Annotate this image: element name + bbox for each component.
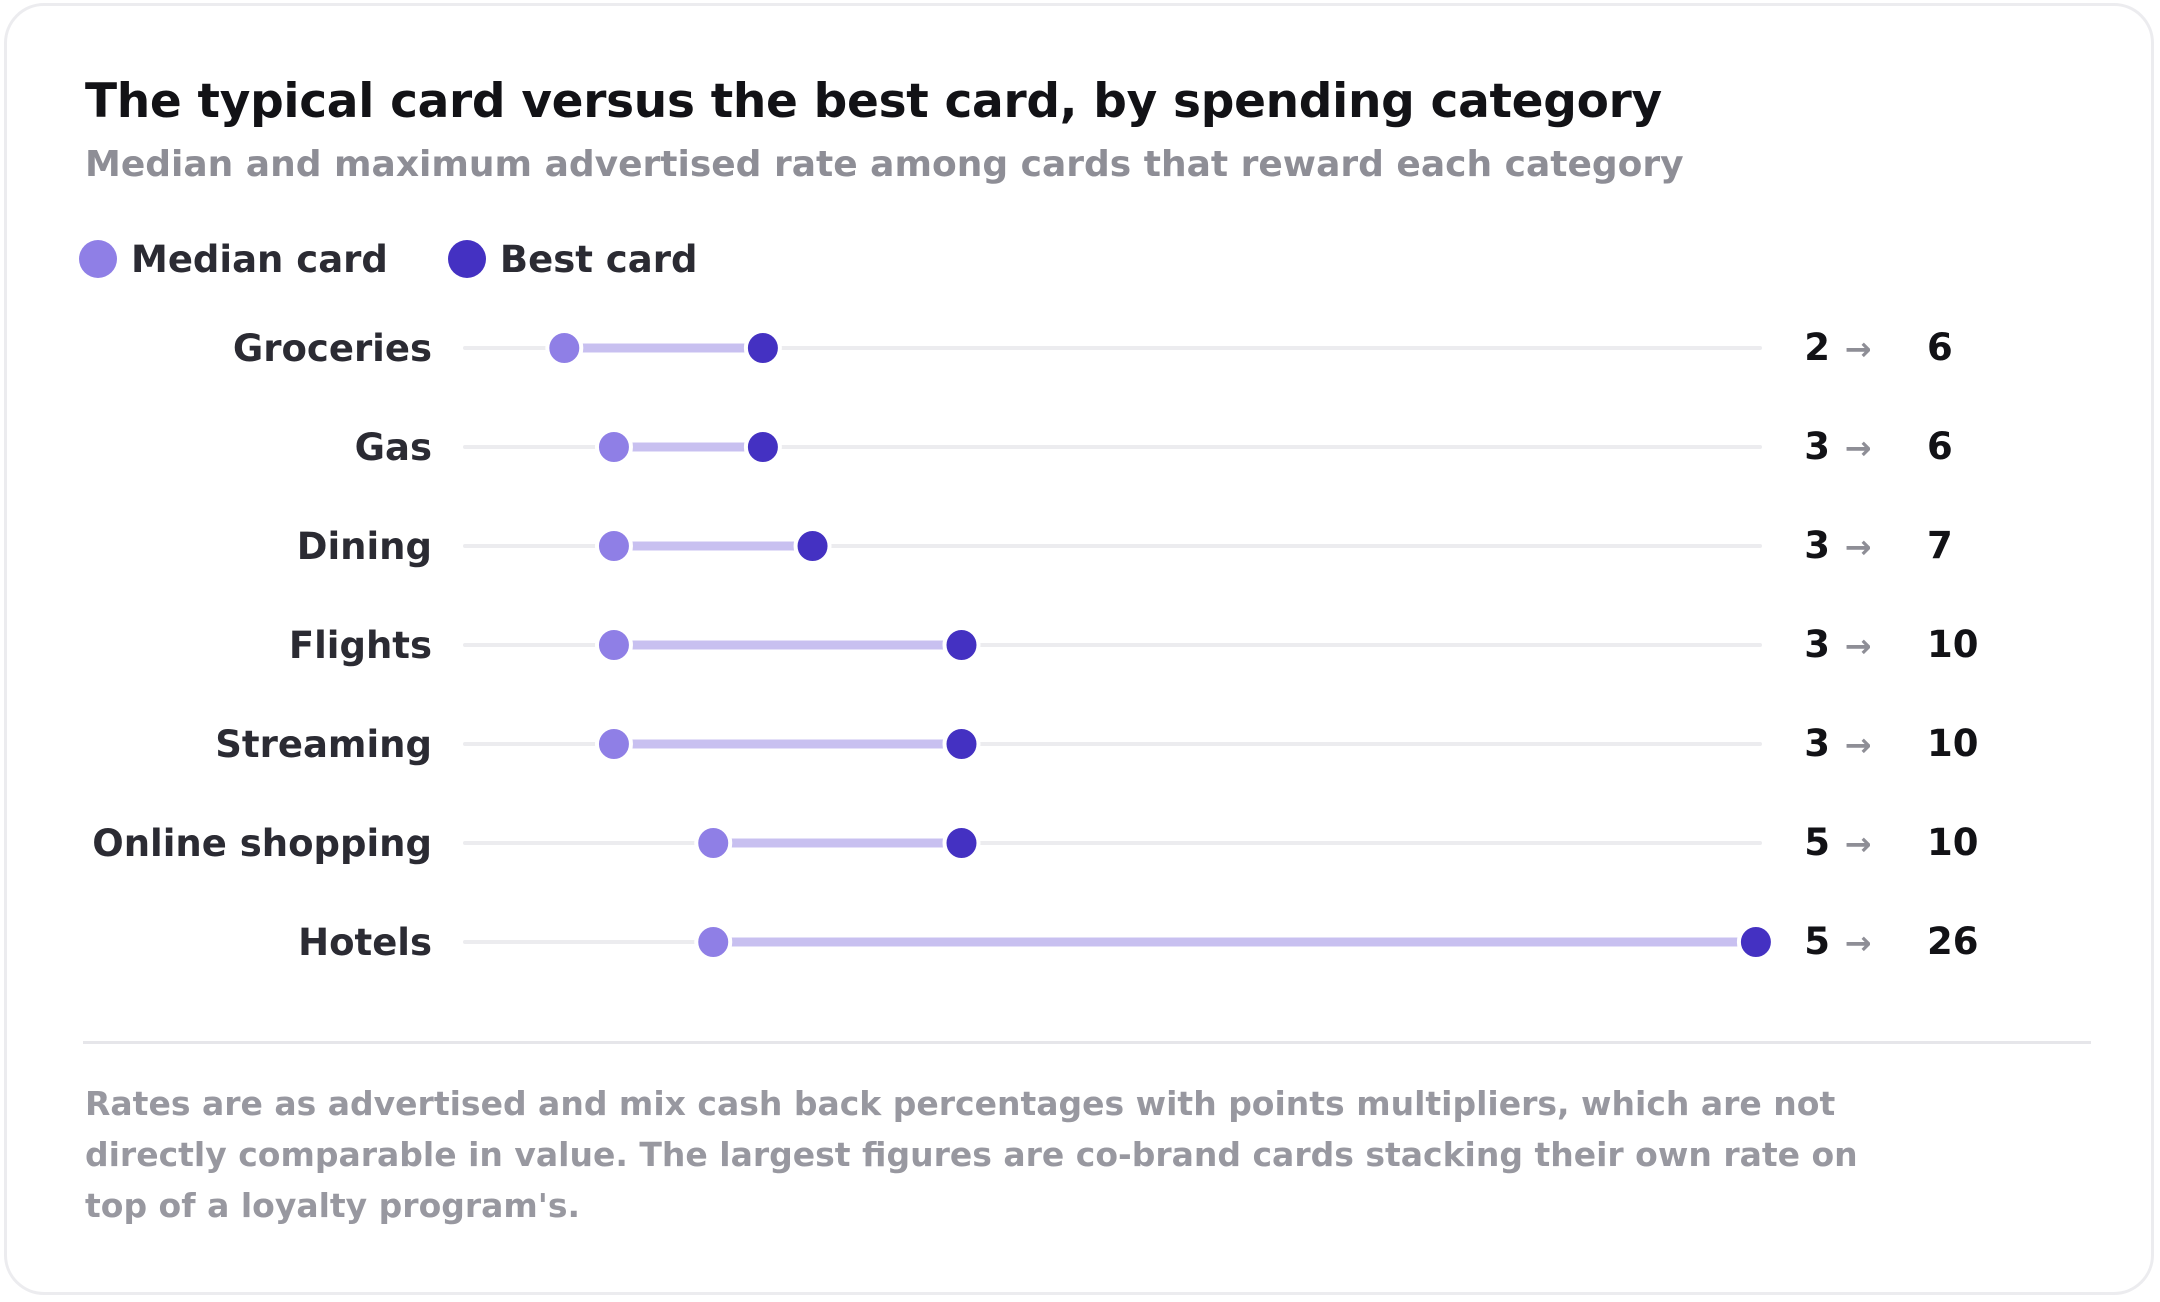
row-hotels: Hotels 5 → 26 <box>298 920 1978 964</box>
arrow-icon: → <box>1845 627 1872 665</box>
median-value-label: 2 <box>1804 326 1830 369</box>
row-streaming: Streaming 3 → 10 <box>215 722 1978 766</box>
best-value-label: 7 <box>1927 524 1953 567</box>
best-value-label: 26 <box>1927 920 1979 963</box>
category-label: Streaming <box>215 723 432 766</box>
best-value-label: 6 <box>1927 425 1953 468</box>
legend-swatch-best <box>447 240 486 278</box>
best-dot <box>942 626 981 664</box>
arrow-icon: → <box>1845 330 1872 368</box>
arrow-icon: → <box>1845 924 1872 962</box>
median-dot <box>594 428 633 466</box>
best-value-label: 10 <box>1927 821 1979 864</box>
median-dot <box>545 329 584 367</box>
best-dot <box>942 725 981 763</box>
best-value-label: 10 <box>1927 623 1979 666</box>
median-value-label: 3 <box>1804 722 1830 765</box>
legend-item-median: Median card <box>79 238 388 281</box>
median-value-label: 3 <box>1804 623 1830 666</box>
median-dot <box>694 923 733 961</box>
chart-title: The typical card versus the best card, b… <box>85 74 1662 129</box>
row-flights: Flights 3 → 10 <box>289 623 1979 667</box>
best-value-label: 6 <box>1927 326 1953 369</box>
chart-legend: Median card Best card <box>79 234 757 284</box>
row-gas: Gas 3 → 6 <box>355 425 1953 469</box>
arrow-icon: → <box>1845 825 1872 863</box>
median-dot <box>594 626 633 664</box>
median-dot <box>594 725 633 763</box>
best-dot <box>942 824 981 862</box>
row-online-shopping: Online shopping 5 → 10 <box>92 821 1978 865</box>
footnote: Rates are as advertised and mix cash bac… <box>85 1084 1858 1225</box>
median-value-label: 3 <box>1804 524 1830 567</box>
category-label: Flights <box>289 624 432 667</box>
legend-item-best: Best card <box>447 237 698 281</box>
best-dot <box>1736 923 1775 961</box>
row-groceries: Groceries 2 → 6 <box>233 326 1953 370</box>
row-dining: Dining 3 → 7 <box>297 524 1953 568</box>
chart-card: The typical card versus the best card, b… <box>4 3 2154 1295</box>
best-dot <box>793 527 832 565</box>
category-label: Groceries <box>233 327 432 370</box>
category-label: Gas <box>355 426 432 469</box>
legend-label-median: Median card <box>131 237 388 281</box>
median-value-label: 3 <box>1804 425 1830 468</box>
arrow-icon: → <box>1845 429 1872 467</box>
category-label: Dining <box>297 525 432 568</box>
category-label: Hotels <box>298 921 432 964</box>
median-value-label: 5 <box>1804 920 1830 963</box>
median-dot <box>694 824 733 862</box>
footnote-divider <box>83 1041 2091 1044</box>
arrow-icon: → <box>1845 726 1872 764</box>
legend-label-best: Best card <box>499 237 698 281</box>
median-value-label: 5 <box>1804 821 1830 864</box>
best-value-label: 10 <box>1927 722 1979 765</box>
arrow-icon: → <box>1845 528 1872 566</box>
legend-swatch-median <box>79 240 117 278</box>
best-dot <box>743 329 782 367</box>
category-label: Online shopping <box>92 822 432 865</box>
best-dot <box>743 428 782 466</box>
median-dot <box>594 527 633 565</box>
chart-subtitle: Median and maximum advertised rate among… <box>85 144 1684 185</box>
